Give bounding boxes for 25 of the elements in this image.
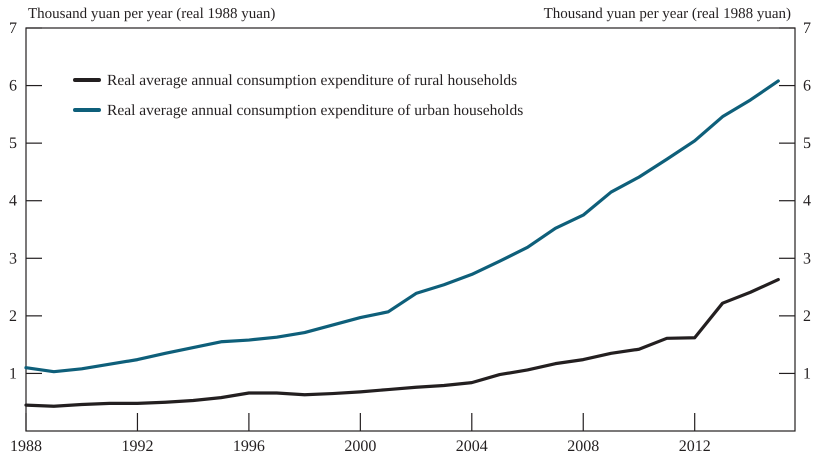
legend-label: Real average annual consumption expenditure of rural households: [107, 72, 518, 89]
x-tick-label: 1988: [10, 438, 42, 455]
x-tick-label: 2004: [456, 438, 488, 455]
y-tick-label: 1: [9, 365, 17, 382]
y2-axis-title: Thousand yuan per year (real 1988 yuan): [544, 6, 792, 22]
legend-label: Real average annual consumption expenditure of urban households: [107, 102, 524, 119]
y2-tick-label: 5: [803, 135, 811, 152]
x-tick-label: 2008: [567, 438, 600, 455]
y-axis-title: Thousand yuan per year (real 1988 yuan): [28, 6, 276, 22]
x-tick-label: 2012: [678, 438, 711, 455]
x-tick-label: 2000: [344, 438, 376, 455]
y2-tick-label: 7: [803, 20, 811, 37]
y-tick-label: 5: [9, 135, 17, 152]
y2-tick-label: 3: [803, 250, 811, 268]
x-tick-label: 1996: [232, 438, 265, 455]
y-tick-label: 2: [9, 308, 17, 325]
y-tick-label: 3: [9, 250, 17, 268]
y2-tick-label: 6: [803, 78, 811, 95]
y2-tick-label: 2: [803, 308, 811, 325]
y2-tick-label: 1: [803, 365, 811, 382]
x-tick-label: 1992: [121, 438, 154, 455]
y-tick-label: 4: [9, 192, 17, 210]
y2-tick-label: 4: [803, 192, 811, 210]
y-tick-label: 7: [9, 20, 17, 37]
y-tick-label: 6: [9, 78, 17, 95]
